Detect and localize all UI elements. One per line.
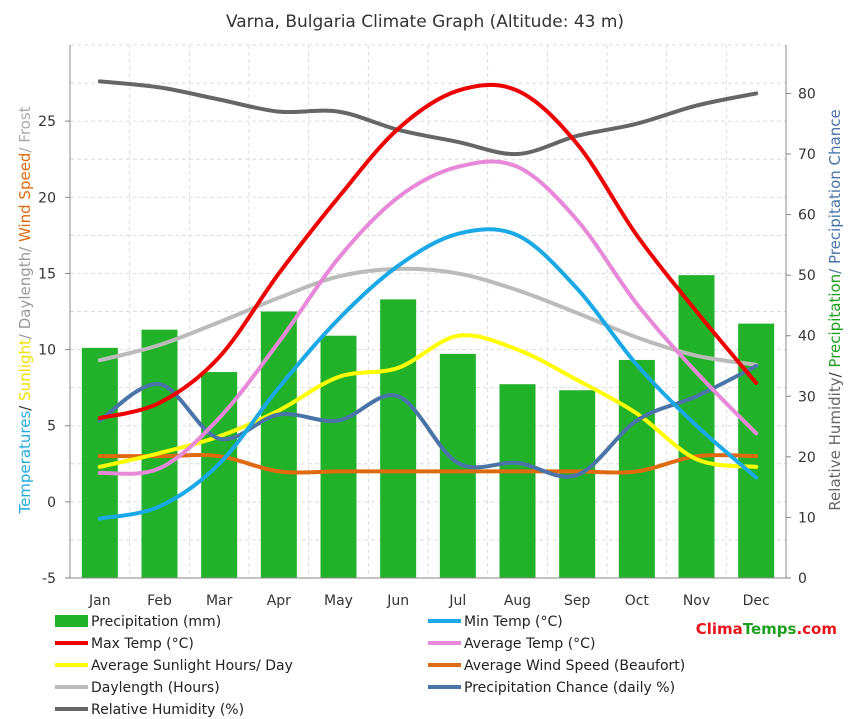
grid-lines — [69, 44, 787, 579]
axis-label-part: / Frost — [16, 106, 34, 152]
axis-label-part: / — [16, 401, 34, 411]
legend: Precipitation (mm) Min Temp (°C) Max Temp … — [55, 614, 685, 718]
x-tick-label: Jul — [448, 593, 466, 609]
average-temp-c-line — [97, 159, 759, 476]
legend-label: Precipitation (mm) — [91, 614, 221, 630]
x-tick-label: Sep — [564, 593, 591, 609]
legend-label: Average Wind Speed (Beaufort) — [464, 658, 685, 674]
left-tick-label: 10 — [38, 343, 56, 359]
legend-item: Average Wind Speed (Beaufort) — [428, 658, 685, 674]
brand-logo[interactable]: ClimaTemps.com — [696, 620, 837, 638]
axis-label-part: Temperatures — [16, 411, 34, 515]
brand-part-3: .com — [796, 620, 837, 638]
axis-label-part: / Daylength/ — [16, 242, 34, 339]
legend-item: Min Temp (°C) — [428, 614, 563, 630]
precipitation-bar — [559, 390, 596, 578]
precipitation-chance-daily-line — [97, 364, 759, 479]
legend-item: Average Sunlight Hours/ Day — [55, 658, 293, 674]
legend-item: Precipitation (mm) — [55, 614, 221, 630]
axis-label-part: Wind Speed — [16, 153, 34, 243]
legend-label: Daylength (Hours) — [91, 680, 220, 696]
axis-label-part: Relative Humidity — [826, 377, 844, 510]
chart-title: Varna, Bulgaria Climate Graph (Altitude:… — [226, 12, 624, 32]
x-tick-label: Jun — [386, 593, 409, 609]
legend-label: Average Sunlight Hours/ Day — [91, 658, 293, 674]
min-temp-c-line — [97, 227, 759, 521]
left-tick-label: 25 — [38, 114, 56, 130]
legend-swatch-bar — [55, 615, 88, 627]
left-tick-label: -5 — [42, 571, 56, 587]
right-tick-label: 20 — [798, 450, 816, 466]
axes: -5 0 5 10 15 20 25 0 10 20 30 40 50 60 70 80 Jan Feb Mar Ap… — [38, 45, 816, 609]
axis-label-part: / Precipitation Chance — [826, 109, 844, 274]
axis-label-part: Sunlight — [16, 339, 34, 401]
legend-label: Precipitation Chance (daily %) — [464, 680, 675, 696]
legend-item: Daylength (Hours) — [55, 680, 220, 696]
x-tick-label: Jan — [88, 593, 111, 609]
precipitation-bar — [380, 299, 417, 578]
left-axis-label: Temperatures/ Sunlight/ Daylength/ Wind … — [16, 106, 34, 514]
legend-item: Precipitation Chance (daily %) — [428, 680, 675, 696]
right-tick-label: 10 — [798, 510, 816, 526]
relative-humidity-line — [97, 79, 759, 157]
series-lines — [97, 79, 759, 521]
left-tick-label: 5 — [47, 419, 56, 435]
left-tick-label: 20 — [38, 190, 56, 206]
right-tick-label: 30 — [798, 389, 816, 405]
precipitation-bar — [499, 384, 536, 578]
x-tick-label: Oct — [625, 593, 650, 609]
x-tick-label: Mar — [206, 593, 233, 609]
legend-label: Max Temp (°C) — [91, 636, 194, 652]
x-tick-label: Aug — [504, 593, 531, 609]
brand-part-1: Clima — [696, 620, 743, 638]
daylength-hours-line — [97, 266, 759, 367]
brand-part-2: Temps — [743, 620, 797, 638]
legend-item: Relative Humidity (%) — [55, 702, 244, 718]
left-tick-label: 0 — [47, 495, 56, 511]
x-tick-label: Apr — [267, 593, 291, 609]
right-tick-label: 80 — [798, 86, 816, 102]
legend-label: Relative Humidity (%) — [91, 702, 244, 718]
max-temp-c-line — [97, 82, 759, 421]
legend-item: Average Temp (°C) — [428, 636, 595, 652]
legend-label: Average Temp (°C) — [464, 636, 595, 652]
x-tick-label: Dec — [743, 593, 770, 609]
right-tick-label: 0 — [798, 571, 807, 587]
axis-label-part: / — [826, 368, 844, 378]
left-tick-label: 15 — [38, 266, 56, 282]
x-tick-label: May — [324, 593, 353, 609]
legend-label: Min Temp (°C) — [464, 614, 563, 630]
right-axis-label: Relative Humidity/ Precipitation/ Precip… — [826, 109, 844, 510]
right-tick-label: 60 — [798, 208, 816, 224]
axis-label-part: Precipitation — [826, 274, 844, 368]
x-tick-label: Nov — [683, 593, 710, 609]
legend-item: Max Temp (°C) — [55, 636, 194, 652]
average-wind-speed-beaufort-line — [97, 453, 759, 475]
x-tick-label: Feb — [147, 593, 172, 609]
right-tick-label: 70 — [798, 147, 816, 163]
right-tick-label: 40 — [798, 329, 816, 345]
right-tick-label: 50 — [798, 268, 816, 284]
precipitation-bar — [260, 311, 297, 578]
